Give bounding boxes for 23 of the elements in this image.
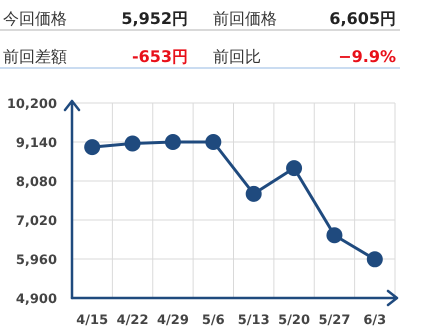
- y-tick-label: 10,200: [6, 97, 57, 112]
- x-tick-label: 4/15: [76, 313, 108, 328]
- x-tick-label: 5/13: [238, 313, 270, 328]
- x-tick-label: 5/20: [278, 313, 310, 328]
- point: [205, 134, 222, 150]
- x-tick-label: 5/6: [202, 313, 225, 328]
- point: [366, 251, 383, 268]
- y-tick-label: 4,900: [16, 292, 57, 307]
- x-tick-label: 4/22: [116, 313, 149, 328]
- x-tick-label: 6/3: [363, 313, 386, 328]
- point: [326, 227, 342, 244]
- x-tick-label: 5/27: [318, 313, 350, 328]
- point: [286, 160, 302, 176]
- point: [246, 186, 262, 202]
- point: [124, 135, 141, 152]
- header: 今回価格 5,952円 前回価格 6,605円 前回差額 -653円 前回比 −9.9%: [0, 9, 400, 69]
- x-tick-label: 4/29: [156, 313, 189, 328]
- point: [84, 139, 100, 156]
- y-tick-label: 8,080: [16, 175, 57, 190]
- y-tick-label: 9,140: [16, 136, 57, 151]
- y-tick-label: 5,960: [16, 253, 57, 268]
- point: [164, 134, 181, 150]
- y-tick-label: 7,020: [16, 214, 57, 229]
